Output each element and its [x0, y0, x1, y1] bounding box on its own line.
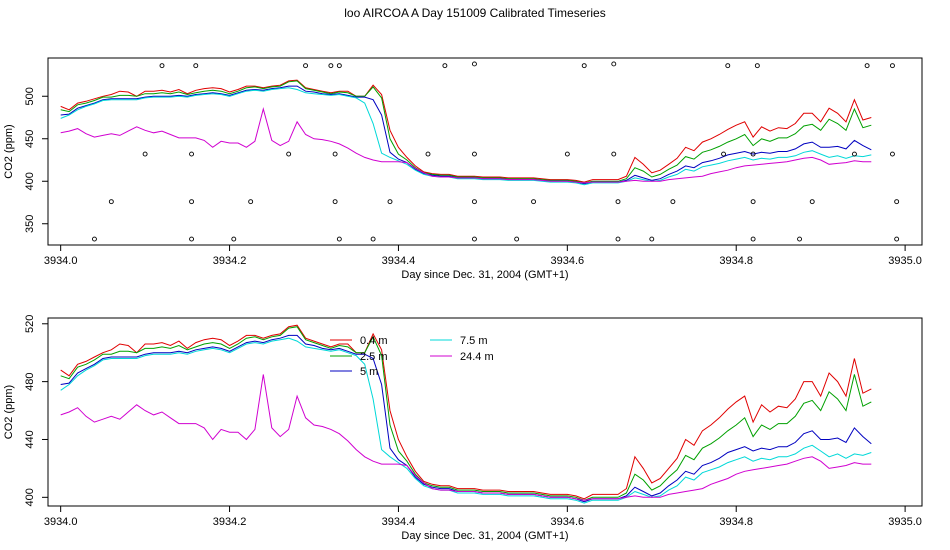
series-line-7-5-mm	[60, 87, 872, 186]
calibration-point	[91, 236, 97, 242]
y-tick-label: 500	[24, 87, 36, 105]
y-tick-label: 400	[24, 488, 36, 506]
chart-title: loo AIRCOA A Day 151009 Calibrated Times…	[344, 6, 606, 20]
calibration-point	[332, 199, 338, 205]
calibration-point	[425, 151, 431, 157]
calibration-point	[721, 151, 727, 157]
calibration-point	[894, 199, 900, 205]
legend-label: 5 m	[360, 366, 378, 378]
calibration-point	[189, 236, 195, 242]
x-tick-label: 3934.6	[551, 516, 585, 528]
calibration-point	[851, 151, 857, 157]
y-tick-label: 480	[24, 372, 36, 390]
calibration-point	[809, 199, 815, 205]
calibration-point	[332, 151, 338, 157]
calibration-point	[471, 151, 477, 157]
calibration-point	[471, 61, 477, 67]
x-axis-label: Day since Dec. 31, 2004 (GMT+1)	[401, 269, 568, 281]
x-tick-label: 3935.0	[888, 516, 922, 528]
x-tick-label: 3935.0	[888, 255, 922, 267]
calibration-point	[889, 63, 895, 69]
y-axis-label: CO2 (ppm)	[3, 124, 15, 178]
x-axis-label: Day since Dec. 31, 2004 (GMT+1)	[401, 530, 568, 542]
x-tick-label: 3934.8	[719, 516, 753, 528]
x-tick-label: 3934.6	[551, 255, 585, 267]
calibration-point	[336, 236, 342, 242]
y-tick-label: 520	[24, 315, 36, 333]
calibration-point	[670, 199, 676, 205]
calibration-point	[750, 236, 756, 242]
calibration-point	[108, 199, 114, 205]
calibration-point	[193, 63, 199, 69]
calibration-point	[615, 236, 621, 242]
calibration-point	[336, 63, 342, 69]
y-tick-label: 440	[24, 430, 36, 448]
calibration-point	[649, 236, 655, 242]
calibration-point	[142, 151, 148, 157]
x-tick-label: 3934.0	[44, 516, 78, 528]
calibration-point	[328, 63, 334, 69]
calibration-point	[725, 63, 731, 69]
series-line-2-5-mm	[60, 326, 872, 501]
plot-frame	[47, 57, 923, 246]
calibration-point	[514, 236, 520, 242]
plot-frame	[47, 317, 923, 507]
series-line-5-mm	[60, 85, 872, 185]
calibration-point	[442, 63, 448, 69]
legend-label: 0.4 m	[360, 335, 388, 347]
legend-label: 2.5 m	[360, 351, 388, 363]
y-tick-label: 400	[24, 172, 36, 190]
calibration-point	[189, 199, 195, 205]
x-tick-label: 3934.4	[382, 516, 416, 528]
calibration-point	[471, 199, 477, 205]
calibration-point	[754, 63, 760, 69]
y-tick-label: 450	[24, 130, 36, 148]
series-line-7-5-mm	[60, 337, 872, 504]
calibration-point	[471, 236, 477, 242]
calibration-point	[231, 236, 237, 242]
calibration-point	[894, 236, 900, 242]
legend-label: 7.5 m	[460, 335, 488, 347]
calibration-point	[387, 199, 393, 205]
calibration-point	[189, 151, 195, 157]
series-line-24-4-mm	[60, 374, 872, 501]
series-line-0-4-mm	[60, 324, 872, 500]
calibration-point	[611, 61, 617, 67]
calibration-point	[159, 63, 165, 69]
calibration-point	[750, 199, 756, 205]
calibration-point	[889, 151, 895, 157]
calibration-point	[797, 236, 803, 242]
y-axis-label: CO2 (ppm)	[3, 385, 15, 439]
calibration-point	[864, 63, 870, 69]
calibration-point	[248, 199, 254, 205]
x-tick-label: 3934.0	[44, 255, 78, 267]
x-tick-label: 3934.2	[213, 516, 247, 528]
y-tick-label: 350	[24, 215, 36, 233]
x-tick-label: 3934.2	[213, 255, 247, 267]
calibration-point	[581, 63, 587, 69]
calibration-point	[303, 63, 309, 69]
series-line-0-4-mm	[60, 79, 872, 183]
calibration-point	[286, 151, 292, 157]
series-line-2-5-mm	[60, 80, 872, 184]
x-tick-label: 3934.4	[382, 255, 416, 267]
x-tick-label: 3934.8	[719, 255, 753, 267]
calibration-point	[611, 151, 617, 157]
calibration-point	[531, 199, 537, 205]
calibration-point	[615, 199, 621, 205]
series-line-24-4-mm	[60, 107, 872, 184]
calibration-point	[370, 236, 376, 242]
calibration-point	[750, 151, 756, 157]
calibration-point	[564, 151, 570, 157]
legend-label: 24.4 m	[460, 351, 494, 363]
